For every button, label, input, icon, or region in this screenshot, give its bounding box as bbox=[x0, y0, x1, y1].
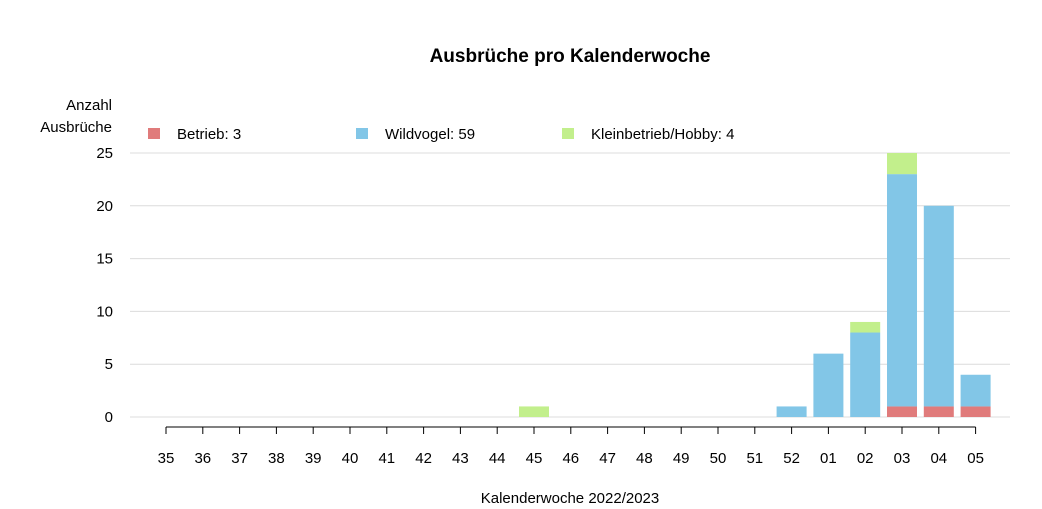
x-tick-label: 05 bbox=[967, 450, 984, 467]
legend-label-wildvogel: Wildvogel: 59 bbox=[385, 126, 475, 143]
y-tick-label: 25 bbox=[96, 145, 113, 162]
x-tick-label: 39 bbox=[305, 450, 322, 467]
y-tick-label: 10 bbox=[96, 303, 113, 320]
bar-segment-betrieb-03 bbox=[887, 406, 917, 417]
bar-segment-wildvogel-52 bbox=[776, 406, 807, 417]
bar-segment-wildvogel-03 bbox=[887, 174, 917, 407]
bar-segment-kleinbetrieb-hobby-03 bbox=[887, 153, 917, 175]
bar-segment-wildvogel-01 bbox=[813, 353, 844, 417]
chart-title: Ausbrüche pro Kalenderwoche bbox=[430, 46, 711, 67]
bars bbox=[519, 153, 991, 417]
x-tick-label: 51 bbox=[746, 450, 763, 467]
x-tick-label: 48 bbox=[636, 450, 653, 467]
y-axis-label-line2: Ausbrüche bbox=[40, 119, 112, 136]
x-tick-label: 50 bbox=[710, 450, 727, 467]
x-tick-label: 40 bbox=[342, 450, 359, 467]
legend-swatch-kleinbetrieb-hobby bbox=[562, 128, 574, 139]
y-axis-label-line1: Anzahl bbox=[66, 97, 112, 114]
x-tick-label: 47 bbox=[599, 450, 616, 467]
x-tick-label: 04 bbox=[930, 450, 947, 467]
x-tick-label: 38 bbox=[268, 450, 285, 467]
bar-segment-kleinbetrieb-hobby-45 bbox=[519, 406, 549, 417]
y-tick-label: 15 bbox=[96, 251, 113, 268]
y-tick-label: 20 bbox=[96, 198, 113, 215]
bar-segment-wildvogel-04 bbox=[923, 205, 954, 407]
legend: Betrieb: 3 Wildvogel: 59 Kleinbetrieb/Hobb… bbox=[148, 126, 734, 143]
y-tick-label: 0 bbox=[105, 409, 113, 426]
y-tick-label: 5 bbox=[105, 356, 113, 373]
x-tick-label: 43 bbox=[452, 450, 469, 467]
legend-label-kleinbetrieb-hobby: Kleinbetrieb/Hobby: 4 bbox=[591, 126, 734, 143]
x-tick-label: 02 bbox=[857, 450, 874, 467]
legend-label-betrieb: Betrieb: 3 bbox=[177, 126, 241, 143]
x-axis-label: Kalenderwoche 2022/2023 bbox=[481, 490, 659, 507]
x-tick-label: 46 bbox=[562, 450, 579, 467]
bar-segment-wildvogel-05 bbox=[960, 374, 991, 407]
x-tick-label: 41 bbox=[378, 450, 395, 467]
bar-segment-betrieb-04 bbox=[923, 406, 954, 417]
legend-swatch-betrieb bbox=[148, 128, 160, 139]
x-tick-label: 03 bbox=[894, 450, 911, 467]
x-tick-label: 37 bbox=[231, 450, 248, 467]
legend-swatch-wildvogel bbox=[356, 128, 368, 139]
x-tick-label: 01 bbox=[820, 450, 837, 467]
x-tick-label: 45 bbox=[526, 450, 543, 467]
x-tick-label: 35 bbox=[158, 450, 175, 467]
x-tick-label: 49 bbox=[673, 450, 690, 467]
x-tick-label: 44 bbox=[489, 450, 506, 467]
bar-segment-betrieb-05 bbox=[960, 406, 991, 417]
x-tick-label: 36 bbox=[194, 450, 211, 467]
y-axis-ticks: 0 5 10 15 20 25 bbox=[96, 145, 113, 426]
x-tick-label: 42 bbox=[415, 450, 432, 467]
bar-segment-wildvogel-02 bbox=[850, 332, 881, 417]
bar-segment-kleinbetrieb-hobby-02 bbox=[850, 321, 881, 333]
x-tick-label: 52 bbox=[783, 450, 800, 467]
x-axis: 35 36 37 38 39 40 41 42 43 44 45 46 47 48 49 50 51 52 01 02… bbox=[158, 426, 984, 467]
